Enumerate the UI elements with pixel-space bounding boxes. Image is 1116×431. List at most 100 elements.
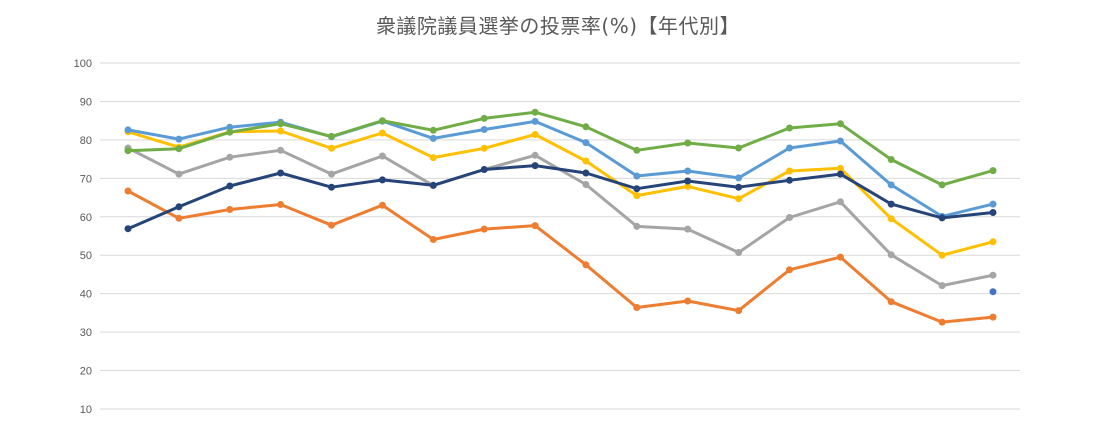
data-point	[328, 221, 335, 229]
data-point	[378, 152, 386, 160]
y-tick-label: 100	[74, 58, 92, 70]
data-point	[480, 225, 488, 233]
y-tick-label: 90	[80, 96, 92, 108]
data-point	[989, 271, 997, 279]
data-point	[582, 169, 590, 177]
data-point	[735, 195, 743, 203]
y-tick-label: 40	[80, 289, 92, 301]
data-point	[226, 153, 234, 161]
data-point	[836, 170, 844, 178]
data-point	[633, 192, 641, 200]
data-point	[989, 288, 997, 296]
data-point	[175, 170, 183, 178]
data-point	[836, 253, 844, 261]
data-point	[226, 123, 234, 131]
series-line-1	[126, 189, 995, 324]
data-point	[124, 126, 132, 134]
data-point	[226, 128, 234, 136]
data-point	[735, 174, 743, 182]
data-point	[429, 134, 437, 142]
data-point	[429, 181, 437, 189]
data-point	[989, 200, 997, 208]
data-point	[938, 251, 946, 259]
data-point	[480, 144, 488, 152]
data-point	[836, 198, 844, 206]
data-point	[582, 139, 590, 147]
y-tick-label: 30	[80, 327, 92, 339]
data-point	[531, 108, 539, 116]
data-point	[277, 169, 285, 177]
data-point	[378, 129, 386, 137]
data-point	[633, 172, 641, 180]
data-point	[378, 176, 386, 184]
data-point	[735, 144, 743, 152]
data-point	[684, 139, 692, 147]
data-point	[480, 114, 488, 122]
data-point	[175, 145, 183, 153]
series-line-6	[126, 164, 995, 231]
data-point	[786, 214, 793, 221]
data-point	[684, 167, 692, 175]
data-point	[989, 209, 997, 216]
data-point	[989, 313, 997, 321]
data-point	[836, 137, 844, 145]
series-line-4	[126, 119, 995, 218]
data-point	[531, 162, 539, 170]
data-point	[480, 166, 488, 173]
data-point	[633, 146, 641, 154]
y-tick-label: 20	[80, 366, 92, 378]
data-point	[735, 307, 743, 315]
y-tick-label: 80	[80, 135, 92, 147]
data-point	[175, 214, 183, 222]
series-line-3	[126, 129, 995, 257]
data-point	[633, 304, 641, 311]
data-point	[175, 203, 183, 211]
data-point	[429, 126, 437, 134]
chart-title: 衆議院議員選挙の投票率(%)【年代別】	[375, 14, 741, 38]
data-point	[480, 126, 488, 133]
data-point	[887, 200, 895, 208]
data-point	[378, 117, 386, 125]
data-point	[938, 181, 946, 189]
data-point	[684, 225, 692, 233]
data-point	[531, 222, 539, 230]
data-point	[328, 132, 335, 140]
data-point	[226, 206, 234, 213]
data-point	[328, 183, 335, 191]
data-point	[887, 181, 895, 189]
data-point	[226, 182, 234, 190]
data-point	[124, 147, 132, 155]
data-point	[786, 124, 793, 132]
data-point	[582, 123, 590, 131]
y-tick-label: 60	[80, 212, 92, 224]
data-point	[887, 156, 895, 163]
data-point	[328, 170, 335, 178]
data-point	[684, 297, 692, 305]
data-point	[531, 131, 539, 138]
data-point	[786, 266, 793, 274]
data-point	[684, 182, 692, 190]
data-point	[277, 146, 285, 154]
data-point	[582, 181, 590, 188]
data-point	[429, 154, 437, 162]
data-point	[124, 225, 132, 233]
data-point	[989, 238, 997, 246]
data-point	[938, 282, 946, 290]
data-point	[836, 120, 844, 128]
y-tick-label: 50	[80, 250, 92, 262]
data-point	[786, 176, 793, 184]
data-point	[633, 222, 641, 230]
data-point	[531, 151, 539, 159]
data-point	[684, 177, 692, 185]
data-point	[836, 164, 844, 172]
data-point	[786, 144, 793, 152]
data-point	[633, 185, 641, 193]
data-point	[735, 183, 743, 191]
data-point	[989, 167, 997, 175]
data-point	[124, 187, 132, 195]
y-tick-label: 10	[80, 404, 92, 416]
data-point	[429, 236, 437, 243]
data-point	[277, 127, 285, 135]
data-point	[378, 201, 386, 209]
